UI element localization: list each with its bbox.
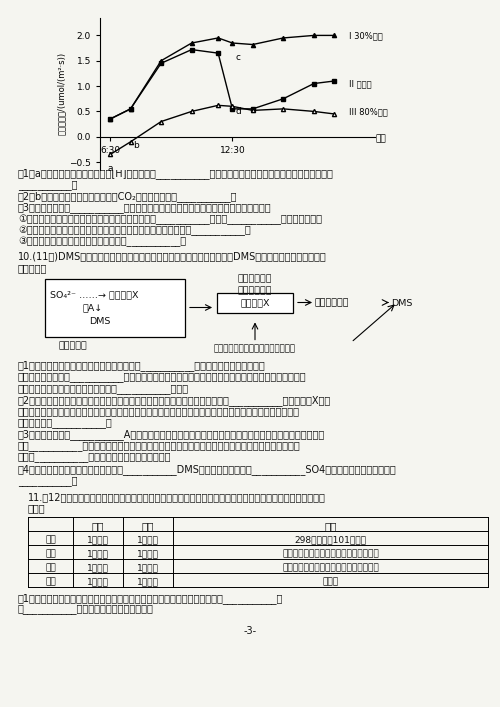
Text: 二班: 二班 [45, 549, 56, 558]
Bar [217, 293, 293, 312]
Text: ③遮光起到了降温的作用，降低了植物的___________。: ③遮光起到了降温的作用，降低了植物的___________。 [18, 237, 186, 247]
Text: （4）研究发现，大海中很多生物能促进___________DMS氧化分解，最后产生___________SO4，这直接加快了生态系统的: （4）研究发现，大海中很多生物能促进___________DMS氧化分解，最后产… [18, 464, 397, 475]
Y-axis label: 净光合速率/(umol/(m²·s)): 净光合速率/(umol/(m²·s)) [58, 52, 66, 135]
Text: 三班: 三班 [45, 563, 56, 572]
Text: 四班: 四班 [45, 577, 56, 586]
Text: 上涨到必定程度时，它能作为一种化学信息使浮游动物对圆石藻的摄食量骤然减少，这表现了生态系统中信息: 上涨到必定程度时，它能作为一种化学信息使浮游动物对圆石藻的摄食量骤然减少，这表现… [18, 407, 300, 416]
Text: （2）图中浮游动物所同化的能量除经自己呼吸作用以热能形式消散外，还将流向___________，中间产物X浓度: （2）图中浮游动物所同化的能量除经自己呼吸作用以热能形式消散外，还将流向____… [18, 395, 331, 406]
Text: 红花、蓝花（没有意识到要统计数量比）: 红花、蓝花（没有意识到要统计数量比） [282, 549, 379, 558]
Text: c: c [236, 53, 240, 62]
Text: d: d [236, 107, 241, 116]
Text: 传达的作用是___________。: 传达的作用是___________。 [18, 418, 113, 428]
Text: 圆石藻衰老或被病毒侵染裂解后释放: 圆石藻衰老或被病毒侵染裂解后释放 [214, 344, 296, 354]
Bar [45, 279, 185, 337]
Text: （3）大海中存在含___________A量许多和较少的两类圆石藻，由图中信息推测，浮游动物偏好摄食哪种圆石: （3）大海中存在含___________A量许多和较少的两类圆石藻，由图中信息推… [18, 429, 325, 440]
Text: 1朵红花: 1朵红花 [87, 535, 109, 544]
Text: ___________。: ___________。 [18, 476, 78, 486]
Text: 时间: 时间 [375, 134, 386, 144]
Text: 母本: 母本 [142, 521, 154, 531]
Text: ①夏天正午，强光下温度过高，蒸腾作用过强，致使___________关闭，___________及吸明显降落。: ①夏天正午，强光下温度过高，蒸腾作用过强，致使___________关闭，___… [18, 214, 322, 225]
Text: 10.(11分)DMS（二甲基硫醚）是一种对天气有显然影响的气体，以下图是DMS在大海中生成的主要过程，: 10.(11分)DMS（二甲基硫醚）是一种对天气有显然影响的气体，以下图是DMS… [18, 252, 327, 262]
Text: a: a [108, 163, 113, 173]
Text: 1朵红花: 1朵红花 [87, 563, 109, 572]
Text: 全红花: 全红花 [322, 577, 338, 586]
Text: 1朵红花: 1朵红花 [137, 535, 159, 544]
Text: 1朵红花: 1朵红花 [87, 577, 109, 586]
Text: 和___________班对显隐性的判断恰好相反。: 和___________班对显隐性的判断恰好相反。 [18, 604, 154, 614]
Text: ___________。: ___________。 [18, 180, 78, 189]
Text: I 30%遮光: I 30%遮光 [348, 31, 382, 40]
Text: II 不遮光: II 不遮光 [348, 79, 371, 88]
Text: -3-: -3- [244, 626, 256, 636]
Text: （2）b点时，绿萝细胞呼吸作用产生CO₂的去处及用途是___________。: （2）b点时，绿萝细胞呼吸作用产生CO₂的去处及用途是___________。 [18, 191, 238, 202]
Text: 剖析回答：: 剖析回答： [18, 263, 48, 273]
Text: （1）a点时，绿萝叶肉细胞中合成[H]的场所全部___________；此时，限制绿萝净光合速率的主要环境要素是: （1）a点时，绿萝叶肉细胞中合成[H]的场所全部___________；此时，限… [18, 168, 334, 179]
Text: 1朵蓝花: 1朵蓝花 [137, 563, 159, 572]
Text: 细菌等生物共同构成___________。科学家正经过研究圆石藻线藻在海底堆积物中的散布特色探究大海气: 细菌等生物共同构成___________。科学家正经过研究圆石藻线藻在海底堆积物… [18, 372, 306, 382]
Text: 某些海洋细菌: 某些海洋细菌 [315, 298, 350, 308]
Text: 浮游动物摄食: 浮游动物摄食 [238, 274, 272, 284]
Text: III 80%遮光: III 80%遮光 [348, 107, 388, 116]
Text: DMS: DMS [89, 317, 110, 325]
Text: 一班: 一班 [45, 535, 56, 544]
Text: 1朵蓝花: 1朵蓝花 [137, 549, 159, 558]
Text: 可经过___________调理体制保持自己的相对稳固。: 可经过___________调理体制保持自己的相对稳固。 [18, 452, 172, 462]
Text: 11.（12分）生物是一门实验科学，某中学的同学在高一时用牵牛花做杂交实验，高二时保留子代，结果以下表: 11.（12分）生物是一门实验科学，某中学的同学在高一时用牵牛花做杂交实验，高二… [28, 492, 326, 502]
Text: 圆A↓: 圆A↓ [83, 303, 103, 312]
Text: DMS: DMS [391, 298, 412, 308]
Text: 父本: 父本 [92, 521, 104, 531]
Text: 圆石藻后排出: 圆石藻后排出 [238, 286, 272, 296]
Text: 圆石藻细胞: 圆石藻细胞 [58, 341, 87, 351]
Text: SO₄²⁻ ……→ 中间产物X: SO₄²⁻ ……→ 中间产物X [50, 291, 138, 300]
Text: 子代: 子代 [324, 521, 337, 531]
Text: （3）实验结果说明___________能够提升绿萝的净光合速率，出现上述结果的原因包含：: （3）实验结果说明___________能够提升绿萝的净光合速率，出现上述结果的… [18, 202, 272, 214]
Text: ②进一步察看发现，在光暗环境中下绿萝叶片绿色显然加深，说明___________。: ②进一步察看发现，在光暗环境中下绿萝叶片绿色显然加深，说明___________… [18, 226, 251, 236]
Text: 候变化的线索，这表现了生物多样性的___________价值。: 候变化的线索，这表现了生物多样性的___________价值。 [18, 383, 189, 394]
Text: 红花、蓝花（没有意识到要统计数量比）: 红花、蓝花（没有意识到要统计数量比） [282, 563, 379, 572]
Text: 所示：: 所示： [28, 503, 46, 513]
Text: 藻？___________。当圆石藻大批生殖会引发病毒侵染其细藻，进而使其数目降落，这表现了生态系统: 藻？___________。当圆石藻大批生殖会引发病毒侵染其细藻，进而使其数目降… [18, 441, 301, 451]
Text: （1）从生态系统的构成成分上看，圆石藻属于___________，圆石藻、浮游动物、大海: （1）从生态系统的构成成分上看，圆石藻属于___________，圆石藻、浮游动… [18, 361, 266, 371]
Text: 1朵红花: 1朵红花 [87, 549, 109, 558]
Text: 298朵红花，101朵蓝花: 298朵红花，101朵蓝花 [294, 535, 366, 544]
Text: b: b [134, 141, 140, 151]
Text: （1）若四个班的同学没有进行沟通，且均认为花色仅受一对等位基因控制，则___________班: （1）若四个班的同学没有进行沟通，且均认为花色仅受一对等位基因控制，则_____… [18, 593, 283, 604]
Text: 中间产物X: 中间产物X [240, 298, 270, 307]
Text: 1朵红花: 1朵红花 [137, 577, 159, 586]
